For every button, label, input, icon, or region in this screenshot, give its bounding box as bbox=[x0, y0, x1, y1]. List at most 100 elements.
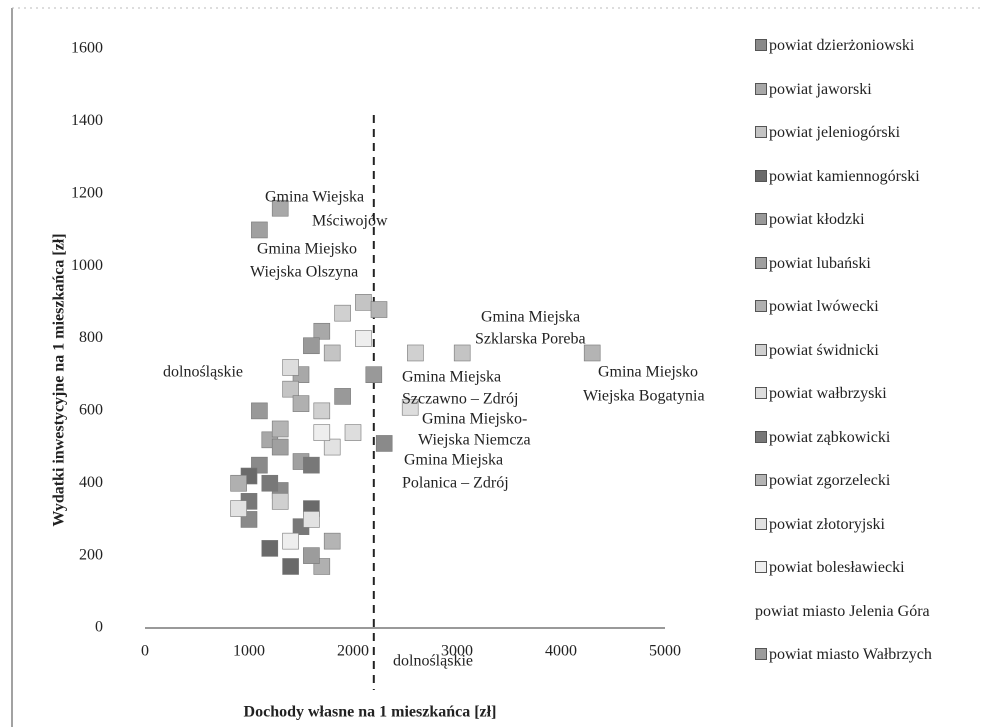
point bbox=[282, 558, 299, 575]
point bbox=[230, 474, 247, 492]
point bbox=[282, 532, 299, 550]
legend-entry: powiat miasto Jelenia Góra bbox=[755, 602, 975, 621]
point bbox=[230, 500, 247, 517]
annotation: Gmina Miejsko bbox=[598, 364, 698, 381]
point bbox=[271, 420, 289, 438]
x-tick-label: 1000 bbox=[233, 643, 265, 660]
legend-swatch bbox=[755, 474, 767, 486]
point bbox=[271, 199, 289, 217]
point bbox=[313, 322, 331, 340]
annotation: Polanica – Zdrój bbox=[402, 475, 509, 492]
y-tick-label: 1200 bbox=[71, 184, 103, 201]
point bbox=[453, 344, 471, 362]
point bbox=[303, 547, 320, 564]
legend-label: powiat wałbrzyski bbox=[769, 385, 887, 402]
legend-entry: powiat jeleniogórski bbox=[755, 123, 975, 142]
legend-entry: powiat bolesławiecki bbox=[755, 558, 975, 577]
point bbox=[261, 540, 279, 557]
legend-swatch bbox=[755, 648, 767, 660]
point bbox=[375, 435, 393, 452]
legend-label: powiat lwówecki bbox=[769, 298, 879, 315]
legend-label: powiat świdnicki bbox=[769, 341, 879, 359]
legend-entry: powiat ząbkowicki bbox=[755, 428, 975, 447]
legend-swatch bbox=[755, 256, 767, 269]
point bbox=[583, 344, 601, 362]
x-tick-label: 4000 bbox=[545, 643, 577, 660]
y-tick-label: 1400 bbox=[71, 112, 103, 129]
x-tick-label: 5000 bbox=[649, 643, 681, 660]
legend-label: powiat dzierżoniowski bbox=[769, 37, 915, 54]
point bbox=[292, 395, 310, 412]
y-tick-label: 0 bbox=[95, 619, 103, 636]
point bbox=[251, 402, 268, 420]
legend-label: powiat jeleniogórski bbox=[769, 124, 901, 141]
point bbox=[271, 493, 289, 510]
legend-swatch bbox=[755, 300, 767, 312]
annotation: Szczawno – Zdrój bbox=[402, 391, 518, 408]
point bbox=[261, 474, 279, 492]
mean-label: dolnośląskie bbox=[163, 364, 243, 381]
point bbox=[344, 424, 362, 441]
legend-label: powiat złotoryjski bbox=[769, 515, 885, 533]
point bbox=[334, 388, 351, 405]
annotation: dolnośląskie bbox=[393, 653, 473, 670]
legend-entry: powiat dzierżoniowski bbox=[755, 36, 975, 55]
x-tick-label: 3000 bbox=[441, 643, 473, 660]
point bbox=[407, 344, 424, 362]
y-tick-label: 200 bbox=[79, 546, 103, 563]
legend-swatch bbox=[755, 561, 767, 573]
legend-swatch bbox=[755, 82, 767, 95]
y-tick-label: 1000 bbox=[71, 257, 103, 274]
annotation: Gmina Miejska bbox=[481, 309, 580, 326]
y-tick-label: 400 bbox=[79, 474, 103, 491]
point bbox=[271, 438, 289, 456]
legend-entry: powiat zgorzelecki bbox=[755, 471, 975, 490]
legend-swatch bbox=[755, 213, 767, 225]
point bbox=[355, 330, 372, 347]
point bbox=[303, 511, 320, 528]
legend-entry: powiat wałbrzyski bbox=[755, 384, 975, 403]
legend-swatch bbox=[755, 343, 767, 356]
y-tick-label: 600 bbox=[79, 402, 103, 419]
legend-swatch bbox=[755, 126, 767, 138]
x-tick-label: 2000 bbox=[337, 643, 369, 660]
legend-label: powiat miasto Jelenia Góra bbox=[755, 602, 930, 620]
legend-swatch bbox=[755, 39, 767, 51]
annotation: Gmina Wiejska bbox=[265, 189, 364, 206]
point bbox=[313, 402, 331, 420]
x-tick-label: 0 bbox=[141, 643, 149, 660]
legend-label: powiat lubański bbox=[769, 254, 871, 272]
legend-swatch bbox=[755, 430, 767, 443]
legend-entry: powiat kłodzki bbox=[755, 210, 975, 229]
point bbox=[323, 532, 341, 550]
legend-label: powiat ząbkowicki bbox=[769, 428, 891, 446]
annotation: Gmina Miejska bbox=[402, 369, 501, 386]
point bbox=[303, 456, 320, 474]
annotation: Gmina Miejsko- bbox=[422, 411, 527, 428]
legend-swatch bbox=[755, 169, 767, 182]
point bbox=[355, 294, 372, 311]
legend-entry: powiat lubański bbox=[755, 254, 975, 273]
annotation: Gmina Miejska bbox=[404, 452, 503, 469]
annotation: Wiejska Niemcza bbox=[418, 432, 531, 449]
legend-entry: powiat miasto Wałbrzych bbox=[755, 645, 975, 664]
legend-label: powiat kamiennogórski bbox=[769, 167, 920, 185]
legend-label: powiat jaworski bbox=[769, 80, 872, 98]
legend-entry: powiat lwówecki bbox=[755, 297, 975, 316]
point bbox=[365, 366, 383, 383]
annotation: Gmina Miejsko bbox=[257, 241, 357, 258]
legend-label: powiat bolesławiecki bbox=[769, 559, 905, 576]
point bbox=[323, 344, 341, 362]
legend-label: powiat kłodzki bbox=[769, 211, 865, 228]
legend-entry: powiat kamiennogórski bbox=[755, 167, 975, 186]
annotation: Szklarska Poreba bbox=[475, 331, 586, 348]
point bbox=[313, 424, 331, 441]
legend-swatch bbox=[755, 517, 767, 530]
y-tick-label: 1600 bbox=[71, 40, 103, 57]
y-tick-label: 800 bbox=[79, 329, 103, 346]
point bbox=[282, 380, 299, 398]
legend-label: powiat miasto Wałbrzych bbox=[769, 646, 932, 663]
point bbox=[370, 301, 388, 318]
